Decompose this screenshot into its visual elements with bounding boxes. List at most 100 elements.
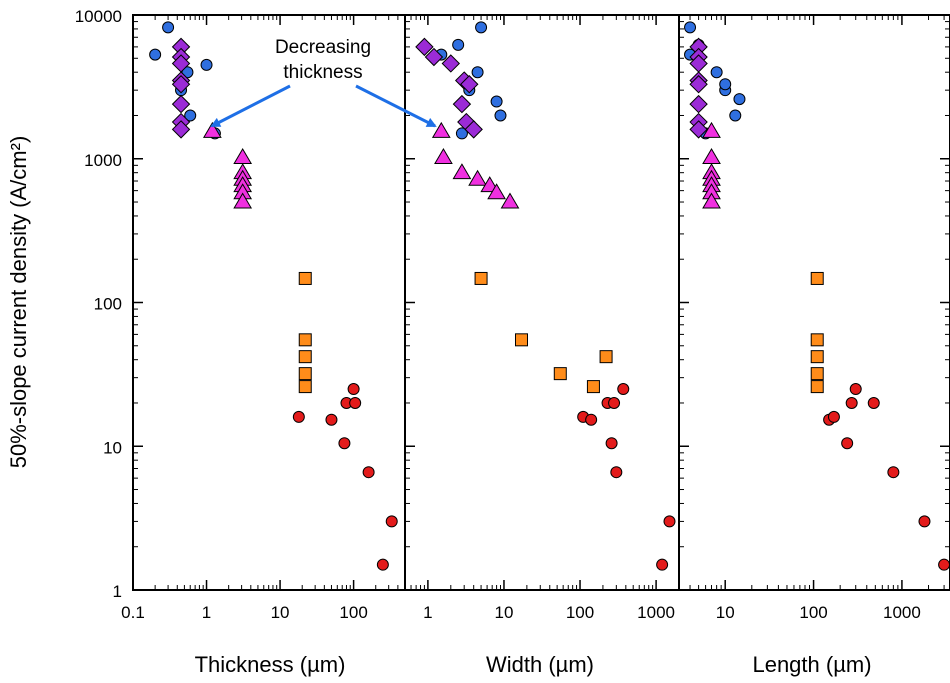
data-point-triangle bbox=[233, 148, 253, 164]
data-point-circle bbox=[719, 78, 732, 91]
data-point-square bbox=[810, 367, 824, 381]
y-tick-label: 1 bbox=[113, 582, 122, 601]
data-point-circle bbox=[729, 109, 742, 122]
x-tick-label: 10 bbox=[495, 603, 514, 622]
data-point-circle bbox=[938, 558, 950, 571]
data-point-circle bbox=[490, 95, 503, 108]
x-axis-label-length: Length (µm) bbox=[752, 652, 871, 677]
data-point-circle bbox=[184, 109, 197, 122]
x-axis-label-thickness: Thickness (µm) bbox=[195, 652, 346, 677]
data-point-square bbox=[514, 333, 528, 347]
plot-frame bbox=[132, 14, 406, 591]
data-point-circle bbox=[827, 410, 840, 423]
data-point-diamond bbox=[441, 54, 461, 73]
data-point-triangle bbox=[702, 121, 721, 138]
data-point-circle bbox=[610, 466, 623, 479]
plot-frame bbox=[678, 14, 950, 591]
data-point-triangle bbox=[434, 148, 453, 164]
annotation-decreasing-thickness: Decreasing thickness bbox=[210, 37, 437, 128]
data-point-circle bbox=[605, 437, 618, 450]
data-point-square bbox=[810, 380, 824, 394]
data-point-diamond bbox=[689, 75, 708, 94]
data-point-square bbox=[298, 367, 312, 381]
x-tick-label: 100 bbox=[339, 603, 367, 622]
data-point-circle bbox=[347, 383, 360, 396]
data-point-diamond bbox=[424, 47, 444, 67]
data-point-circle bbox=[684, 21, 697, 34]
data-point-circle bbox=[455, 127, 468, 140]
data-point-circle bbox=[617, 383, 630, 396]
x-tick-label: 1000 bbox=[883, 603, 921, 622]
data-point-circle bbox=[663, 515, 676, 528]
data-point-square bbox=[599, 350, 613, 364]
data-point-circle bbox=[585, 413, 598, 426]
data-point-square bbox=[553, 367, 567, 381]
data-point-circle bbox=[162, 21, 175, 34]
data-point-square bbox=[810, 350, 824, 364]
y-tick-label: 10000 bbox=[75, 7, 122, 26]
x-tick-label: 1 bbox=[423, 603, 432, 622]
annotation-arrow-left bbox=[210, 84, 291, 128]
data-point-triangle bbox=[500, 192, 520, 209]
panel-width: 1 10 100 1000 Width (µm) bbox=[404, 14, 680, 677]
data-point-triangle bbox=[452, 163, 472, 180]
data-point-circle bbox=[710, 66, 723, 79]
data-point-circle bbox=[452, 38, 465, 51]
data-point-triangle bbox=[702, 148, 721, 164]
panel-thickness: 0.1 1 10 100 Thickness (µm) bbox=[121, 14, 406, 677]
annotation-line-1: Decreasing bbox=[275, 37, 371, 58]
data-point-circle bbox=[292, 410, 305, 423]
data-point-circle bbox=[849, 383, 862, 396]
data-point-diamond bbox=[171, 75, 191, 94]
x-tick-label: 10 bbox=[271, 603, 290, 622]
data-point-diamond bbox=[689, 94, 708, 114]
x-tick-label: 10 bbox=[716, 603, 735, 622]
data-point-square bbox=[298, 333, 312, 347]
data-point-triangle bbox=[202, 121, 222, 138]
data-point-circle bbox=[471, 66, 484, 79]
data-point-square bbox=[810, 271, 824, 285]
data-point-circle bbox=[656, 558, 669, 571]
data-point-diamond bbox=[460, 75, 479, 94]
data-point-circle bbox=[608, 396, 621, 409]
data-point-circle bbox=[181, 66, 194, 79]
data-point-square bbox=[298, 271, 312, 285]
data-point-triangle bbox=[468, 169, 487, 186]
x-tick-label: 1 bbox=[202, 603, 211, 622]
data-point-circle bbox=[494, 109, 507, 122]
data-point-circle bbox=[325, 413, 338, 426]
data-point-circle bbox=[918, 515, 931, 528]
data-point-triangle bbox=[431, 121, 451, 138]
panel-length: 10 100 1000 Length (µm) bbox=[678, 14, 950, 677]
data-point-triangle bbox=[233, 192, 253, 209]
plot-frame bbox=[404, 14, 680, 591]
data-point-triangle bbox=[702, 192, 721, 209]
y-tick-label: 100 bbox=[94, 295, 122, 314]
data-point-triangle bbox=[487, 183, 506, 200]
x-axis-label-width: Width (µm) bbox=[486, 652, 594, 677]
data-point-circle bbox=[867, 396, 880, 409]
x-tick-label: 1000 bbox=[637, 603, 675, 622]
data-point-square bbox=[298, 350, 312, 364]
data-point-diamond bbox=[415, 37, 434, 57]
data-point-circle bbox=[349, 396, 362, 409]
data-point-diamond bbox=[452, 94, 472, 114]
y-tick-labels: 1 10 100 1000 10000 bbox=[75, 7, 122, 601]
data-point-circle bbox=[845, 396, 858, 409]
x-tick-label: 100 bbox=[566, 603, 594, 622]
data-point-square bbox=[298, 380, 312, 394]
data-point-diamond bbox=[689, 120, 708, 139]
data-point-circle bbox=[362, 466, 375, 479]
data-point-diamond bbox=[171, 94, 191, 114]
data-point-square bbox=[586, 380, 600, 394]
data-point-circle bbox=[887, 466, 900, 479]
data-point-circle bbox=[376, 558, 389, 571]
data-point-circle bbox=[338, 437, 351, 450]
annotation-arrow-right bbox=[355, 84, 437, 128]
y-axis-label: 50%-slope current density (A/cm²) bbox=[6, 136, 31, 469]
data-point-diamond bbox=[171, 120, 191, 139]
data-point-circle bbox=[385, 515, 398, 528]
data-point-square bbox=[474, 271, 488, 285]
data-point-diamond bbox=[464, 120, 483, 139]
